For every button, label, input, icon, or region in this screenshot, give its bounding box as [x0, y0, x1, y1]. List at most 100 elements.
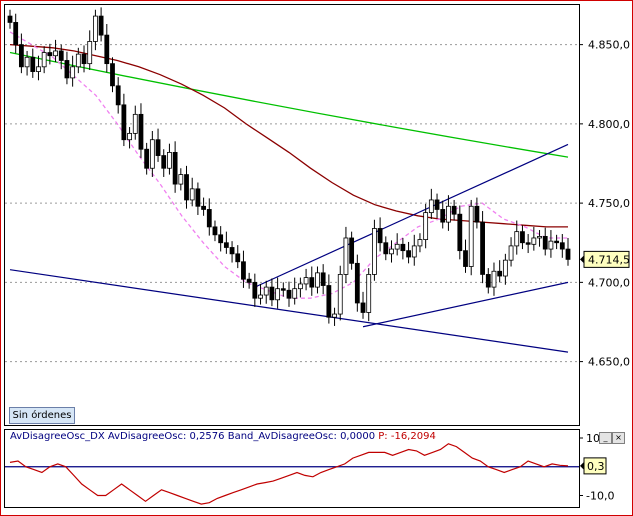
candle-body	[263, 286, 269, 296]
candle-body	[184, 174, 189, 201]
candle-body	[332, 313, 337, 318]
price-panel	[4, 4, 580, 426]
osc-series-0	[9, 443, 569, 505]
candle-body	[172, 151, 178, 185]
candle-body	[286, 289, 292, 299]
price-tick-label: 4.700,0	[588, 276, 630, 289]
candle-body	[161, 155, 167, 169]
candle-body	[446, 205, 451, 223]
candle-body	[514, 231, 520, 247]
candle-body	[24, 56, 30, 68]
oscillator-panel	[4, 429, 580, 508]
candle-body	[406, 250, 411, 258]
candle-body	[235, 253, 241, 263]
candle-body	[354, 262, 360, 304]
candle-body	[303, 277, 309, 285]
osc-p-value: -16,2094	[390, 431, 436, 442]
minimize-icon[interactable]: _	[599, 432, 612, 444]
candle-body	[104, 34, 110, 65]
candle-body	[252, 281, 258, 299]
candle-body	[411, 245, 417, 258]
osc-av-label: AvDisagreeOsc:	[107, 431, 187, 442]
candle-body	[53, 50, 58, 57]
candle-body	[189, 188, 195, 201]
last-price-marker	[580, 255, 584, 264]
candle-body	[309, 277, 315, 288]
candle-body	[229, 247, 235, 255]
candle-body	[440, 209, 446, 223]
candle-body	[110, 63, 115, 87]
candle-body	[115, 85, 121, 106]
candle-body	[201, 205, 206, 210]
close-icon[interactable]: ×	[612, 432, 625, 444]
candle-body	[155, 139, 161, 156]
candle-body	[434, 199, 440, 210]
candle-body	[525, 242, 531, 245]
osc-last-marker	[580, 461, 584, 470]
candle-body	[394, 243, 400, 250]
candle-body	[559, 242, 565, 250]
trendline-2	[362, 281, 569, 328]
osc-name: AvDisagreeOsc_DX	[10, 431, 105, 442]
candle-body	[121, 104, 127, 141]
candle-body	[508, 245, 514, 261]
candle-body	[343, 237, 349, 275]
trendline-0	[9, 269, 569, 353]
candle-body	[13, 22, 19, 46]
candle-body	[149, 139, 155, 169]
osc-p-label: P:	[378, 431, 388, 442]
osc-tick-label: -10,0	[586, 490, 614, 503]
candle-body	[485, 274, 491, 288]
candle-body	[206, 209, 212, 228]
candle-body	[292, 288, 298, 299]
candle-body	[480, 221, 485, 275]
candle-body	[36, 66, 41, 72]
candle-body	[258, 294, 263, 299]
osc-band-value: 0,0000	[340, 431, 376, 442]
candle-body	[389, 248, 394, 255]
price-tick-label: 4.750,0	[588, 197, 630, 210]
price-tick-label: 4.650,0	[588, 356, 630, 369]
candle-body	[144, 148, 150, 169]
candle-body	[423, 212, 429, 240]
candle-body	[246, 278, 252, 283]
candle-body	[502, 259, 508, 277]
candle-body	[548, 240, 554, 250]
candle-body	[127, 132, 132, 141]
candle-body	[218, 234, 224, 244]
candle-body	[195, 188, 201, 207]
candle-body	[132, 113, 138, 134]
candle-body	[47, 52, 53, 57]
candle-body	[58, 50, 64, 61]
candle-body	[212, 226, 218, 236]
candle-body	[275, 288, 281, 301]
osc-last-label: 0,3	[587, 460, 605, 473]
candle-body	[223, 242, 229, 248]
candle-body	[64, 60, 70, 79]
candle-body	[87, 41, 93, 65]
candle-body	[463, 250, 468, 267]
candle-body	[377, 228, 383, 244]
candle-body	[30, 56, 36, 72]
price-tick-label: 4.800,0	[588, 118, 630, 131]
candle-body	[297, 283, 303, 290]
candle-body	[537, 235, 542, 239]
moving-average-line-0	[9, 51, 569, 158]
candle-body	[41, 52, 47, 68]
candle-body	[428, 199, 434, 214]
candle-body	[241, 261, 246, 280]
candle-body	[138, 113, 144, 150]
price-tick-label: 4.850,0	[588, 39, 630, 52]
candle-body	[178, 174, 184, 185]
candle-body	[366, 274, 372, 313]
candle-body	[372, 228, 377, 275]
candle-body	[417, 239, 423, 247]
no-orders-button[interactable]: Sin órdenes	[9, 407, 75, 424]
candle-body	[491, 270, 497, 288]
last-price-label: 4.714,5	[588, 253, 630, 266]
candle-body	[18, 44, 24, 68]
candle-body	[531, 237, 537, 245]
candle-body	[457, 213, 463, 252]
